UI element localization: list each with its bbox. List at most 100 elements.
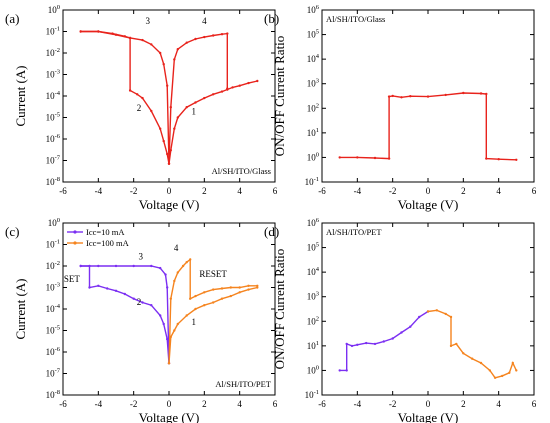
- data-point: [185, 41, 188, 44]
- panel-d: -6 -4 -2 0 2 4 6 106 105 104 103 102 101 100 10-1 Volta…: [264, 217, 537, 423]
- x-tick-label: 6: [532, 186, 537, 196]
- panel-note: Al/SH/ITO/Glass: [212, 166, 271, 176]
- x-tick-label: 2: [202, 186, 207, 196]
- data-point: [238, 84, 241, 87]
- y-tick-label: 102: [307, 315, 319, 326]
- y-tick-label: 101: [307, 127, 319, 138]
- x-tick-label: -6: [59, 186, 67, 196]
- data-point: [435, 309, 438, 312]
- data-point: [387, 157, 391, 160]
- data-point: [400, 96, 403, 99]
- data-point: [479, 92, 483, 95]
- y-tick-label: 10-8: [46, 389, 60, 400]
- data-point: [338, 369, 341, 372]
- panel-label: (c): [5, 224, 19, 239]
- x-tick-label: -2: [389, 186, 397, 196]
- data-point: [159, 266, 162, 270]
- data-point: [387, 95, 391, 98]
- data-point: [501, 374, 504, 378]
- data-point: [515, 158, 518, 161]
- series-0: [338, 310, 430, 372]
- data-point: [226, 32, 229, 35]
- series-0: [338, 91, 518, 161]
- data-point: [220, 297, 224, 300]
- data-point: [479, 361, 483, 365]
- data-point: [132, 297, 135, 300]
- data-point: [418, 315, 421, 319]
- data-point: [194, 294, 197, 298]
- y-tick-label: 105: [307, 29, 319, 40]
- data-point: [471, 357, 474, 360]
- data-point: [136, 93, 139, 96]
- data-point: [106, 287, 109, 290]
- data-point: [238, 286, 241, 289]
- panel-a: -6 -4 -2 0 2 4 6 100 10-1 10-2 10-3 10-4 10-5 10-6 10-…: [5, 4, 278, 212]
- data-point: [511, 361, 514, 365]
- data-point: [365, 341, 368, 345]
- y-tick-label: 100: [48, 217, 60, 228]
- data-point: [409, 95, 412, 98]
- x-axis-label: Voltage (V): [398, 197, 459, 212]
- data-point: [128, 89, 132, 92]
- x-tick-label: 0: [167, 399, 172, 409]
- x-tick-label: 6: [273, 399, 278, 409]
- annotation: 3: [138, 252, 143, 262]
- panel-b: -6 -4 -2 0 2 4 6 106 105 104 103 102 101 100 10-1 Volta…: [264, 4, 537, 212]
- legend-label: Icc=10 mA: [86, 227, 125, 237]
- data-point: [97, 284, 100, 287]
- y-tick-label: 10-1: [305, 389, 319, 400]
- y-tick-label: 10-1: [305, 176, 319, 187]
- x-tick-label: 4: [237, 399, 242, 409]
- data-point: [485, 92, 488, 96]
- y-tick-label: 10-2: [46, 47, 60, 58]
- annotation: 1: [191, 106, 196, 116]
- data-point: [373, 156, 377, 160]
- data-point: [220, 33, 224, 36]
- data-point: [176, 271, 179, 274]
- legend-item: Icc=10 mA: [67, 227, 125, 237]
- data-point: [185, 106, 188, 109]
- data-point: [231, 86, 234, 89]
- data-point: [462, 352, 465, 355]
- panel-label: (a): [5, 11, 19, 26]
- data-point: [114, 264, 118, 268]
- y-tick-label: 104: [307, 266, 320, 277]
- data-point: [485, 157, 488, 160]
- data-point: [150, 109, 153, 113]
- y-tick-label: 10-1: [46, 239, 60, 250]
- data-point: [176, 116, 179, 119]
- data-point: [185, 314, 188, 317]
- y-tick-label: 10-6: [46, 346, 61, 357]
- x-tick-label: -2: [130, 399, 138, 409]
- data-point: [159, 51, 162, 55]
- data-point: [150, 264, 153, 268]
- x-tick-label: 0: [167, 186, 172, 196]
- y-axis-label: Current (A): [13, 278, 28, 339]
- y-tick-label: 100: [307, 151, 319, 162]
- data-point: [162, 322, 165, 326]
- data-point: [173, 127, 176, 130]
- data-point: [444, 93, 447, 97]
- x-tick-label: -6: [318, 186, 326, 196]
- x-tick-label: 0: [426, 399, 431, 409]
- panel-note: Al/SH/ITO/PET: [215, 379, 271, 389]
- data-point: [449, 315, 453, 319]
- series-line: [80, 265, 170, 364]
- data-point: [141, 96, 144, 100]
- data-point: [212, 288, 215, 291]
- panel-label: (b): [264, 11, 279, 26]
- y-tick-label: 10-5: [46, 112, 60, 123]
- data-point: [150, 43, 153, 46]
- x-tick-label: 4: [496, 186, 501, 196]
- data-point: [400, 331, 403, 334]
- data-point: [409, 325, 412, 328]
- panel-label: (d): [264, 224, 279, 239]
- y-tick-label: 10-2: [46, 260, 60, 271]
- x-tick-label: -2: [130, 186, 138, 196]
- x-tick-label: -4: [354, 186, 362, 196]
- data-point: [123, 292, 127, 296]
- data-point: [159, 127, 162, 130]
- data-point: [229, 294, 232, 298]
- data-point: [256, 284, 259, 287]
